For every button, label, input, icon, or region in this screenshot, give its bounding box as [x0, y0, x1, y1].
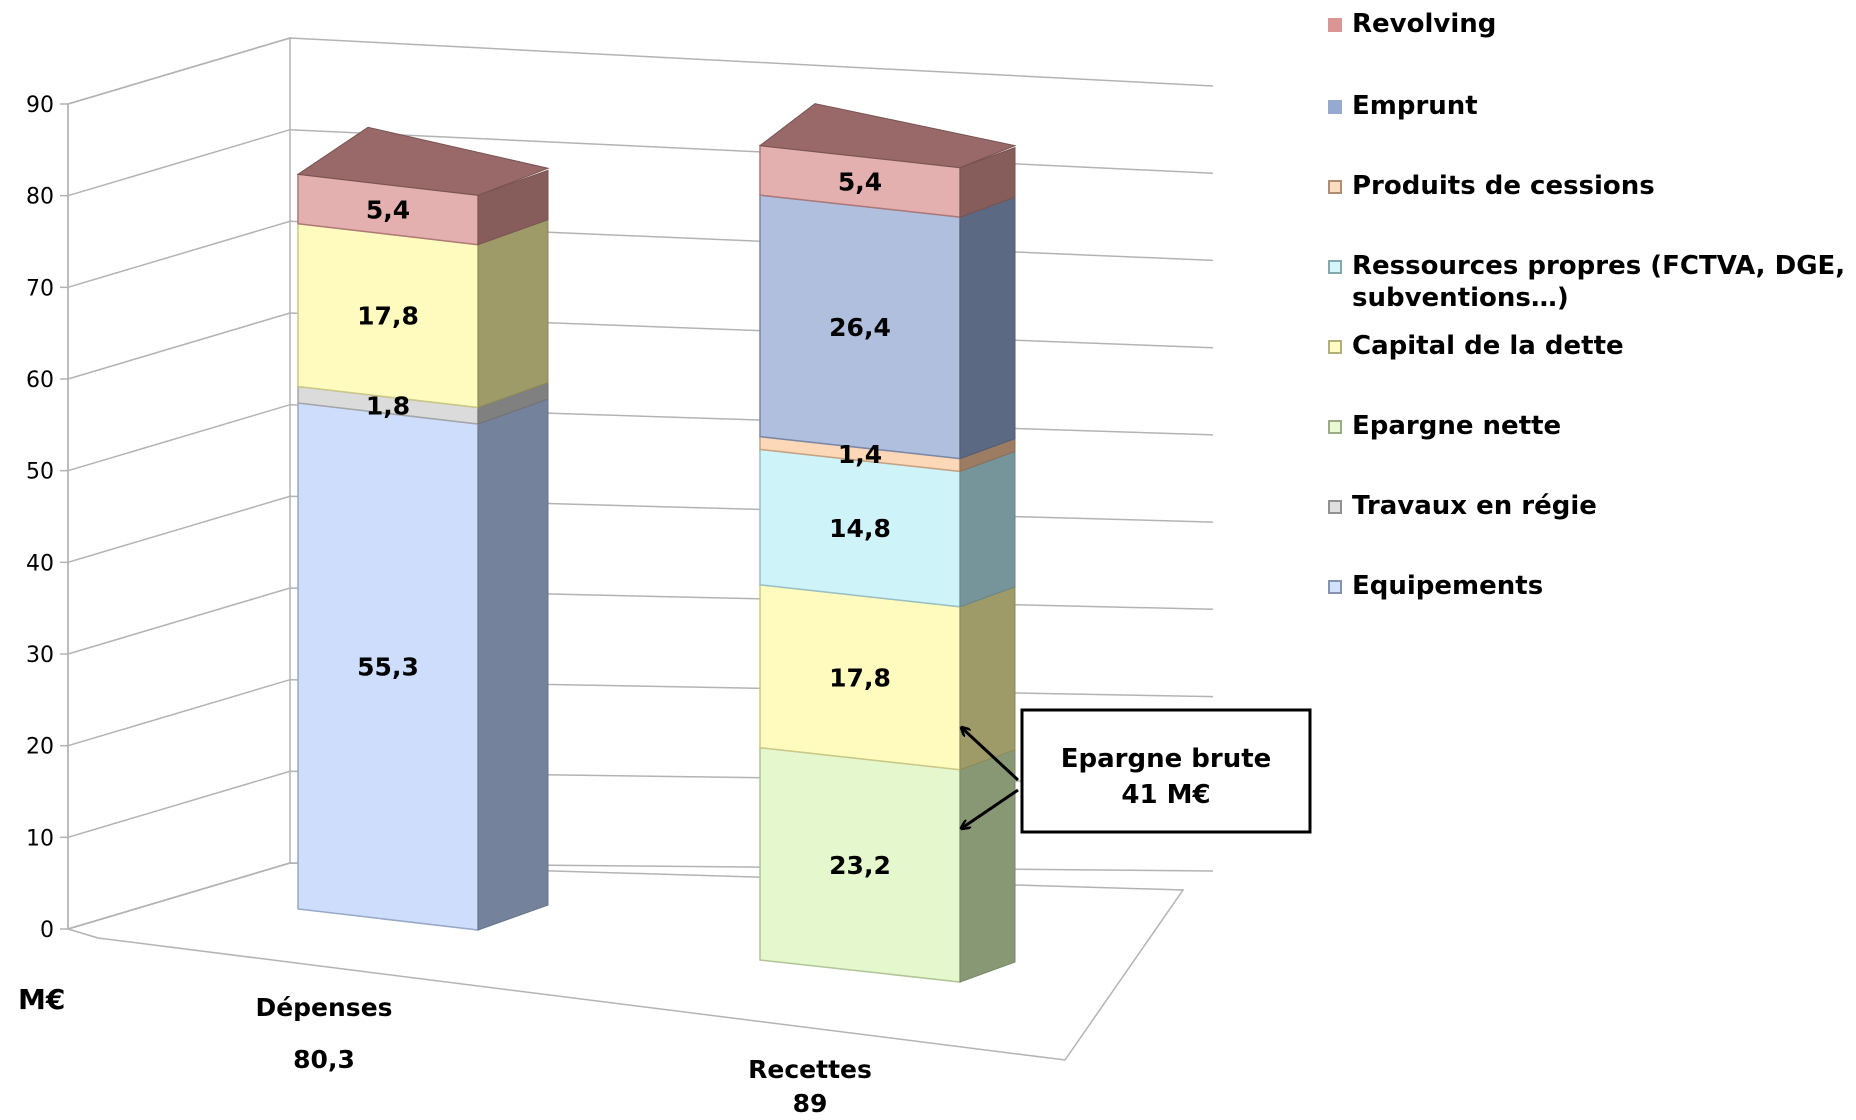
gridline: [67, 128, 1214, 197]
data-label: 23,2: [829, 851, 891, 880]
legend-swatch: [1328, 180, 1342, 194]
legend-item: Capital de la dette: [1328, 330, 1624, 362]
legend-swatch: [1328, 580, 1342, 594]
bar-segment-side: [959, 748, 1016, 983]
gridline: [67, 495, 1214, 564]
legend-item: Revolving: [1328, 8, 1496, 40]
data-label: 26,4: [829, 313, 891, 342]
bar-segment-side: [477, 169, 549, 246]
unit-label: M€: [18, 983, 65, 1016]
legend-label: Travaux en régie: [1352, 491, 1597, 521]
y-tick-label: 80: [26, 185, 54, 210]
gridline: [67, 312, 1214, 380]
category-label: Recettes: [748, 1055, 872, 1084]
side-wall: [67, 36, 291, 931]
legend-item: Equipements: [1328, 570, 1543, 602]
legend-label: Revolving: [1352, 9, 1497, 39]
bar-segment-side: [477, 218, 549, 409]
legend-swatch: [1328, 420, 1342, 434]
legend-swatch: [1328, 500, 1342, 514]
legend-swatch: [1328, 260, 1342, 274]
category-label: Dépenses: [255, 993, 392, 1022]
y-tick-label: 60: [26, 368, 54, 393]
legend-item: Epargne nette: [1328, 410, 1561, 442]
y-tick-label: 10: [26, 826, 54, 851]
annotation-text: Epargne brute: [1061, 744, 1272, 774]
y-tick-label: 20: [26, 735, 54, 760]
data-label: 17,8: [829, 663, 891, 692]
bar-segment-side: [959, 450, 1016, 608]
data-label: 14,8: [829, 514, 891, 543]
data-label: 1,4: [838, 440, 882, 469]
annotation-text: 41 M€: [1121, 780, 1210, 810]
bar-top: [758, 103, 1017, 169]
data-label: 55,3: [357, 653, 419, 682]
data-label: 5,4: [366, 195, 410, 224]
y-tick-label: 0: [40, 918, 54, 943]
bar-segment-side: [959, 196, 1016, 460]
bar-segment-side: [477, 398, 549, 931]
arrow: [962, 728, 1020, 782]
y-tick-label: 70: [26, 276, 54, 301]
bar-segment-side: [959, 146, 1016, 218]
gridline: [67, 37, 1214, 105]
y-tick-label: 90: [26, 93, 54, 118]
legend-label: Epargne nette: [1352, 411, 1562, 441]
y-tick-label: 30: [26, 643, 54, 668]
category-total: 80,3: [293, 1045, 355, 1074]
legend-label: Equipements: [1352, 571, 1544, 601]
legend-label: Produits de cessions: [1352, 171, 1655, 201]
legend-item: Ressources propres (FCTVA, DGE, subventi…: [1328, 250, 1848, 314]
data-label: 5,4: [838, 167, 882, 196]
legend-item: Emprunt: [1328, 90, 1478, 122]
annotation-box: [1020, 708, 1312, 834]
legend-item: Produits de cessions: [1328, 170, 1655, 202]
category-total: 89: [793, 1089, 828, 1118]
bar-top: [296, 126, 550, 196]
legend-swatch: [1328, 100, 1342, 114]
floor: [67, 862, 1185, 1061]
legend-item: Travaux en régie: [1328, 490, 1597, 522]
legend-label: Capital de la dette: [1352, 331, 1624, 361]
gridline: [67, 220, 1214, 289]
gridline: [67, 403, 1214, 472]
y-tick-label: 40: [26, 551, 54, 576]
gridline: [67, 587, 1214, 655]
bar-segment-side: [959, 586, 1016, 771]
arrow: [962, 788, 1019, 828]
legend-label: Emprunt: [1352, 91, 1478, 121]
data-label: 17,8: [357, 302, 419, 331]
legend-swatch: [1328, 18, 1342, 32]
legend-swatch: [1328, 340, 1342, 354]
data-label: 1,8: [366, 391, 410, 420]
legend-label: Ressources propres (FCTVA, DGE, subventi…: [1352, 251, 1846, 313]
y-tick-label: 50: [26, 460, 54, 485]
